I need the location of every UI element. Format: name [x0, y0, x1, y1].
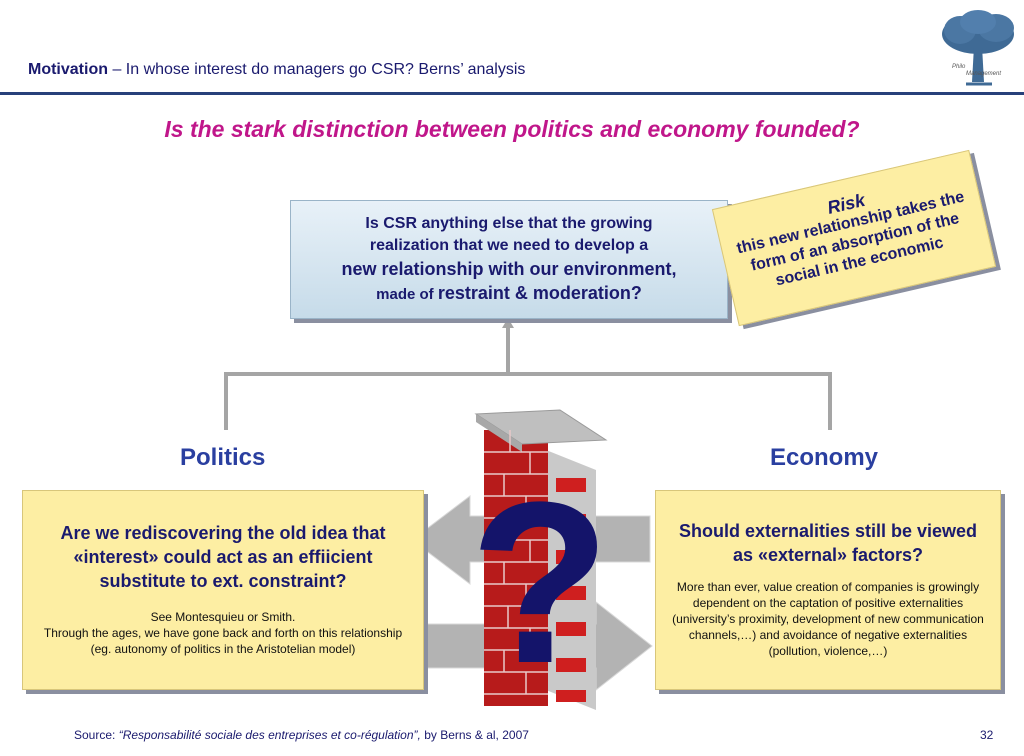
- csr-line-1: Is CSR anything else that the growing: [365, 215, 653, 232]
- source-suffix: by Berns & al, 2007: [420, 728, 529, 742]
- politics-question: Are we rediscovering the old idea that «…: [60, 523, 386, 591]
- left-arrow-icon: [411, 494, 651, 586]
- csr-line-4: made of restraint & moderation?: [291, 281, 727, 307]
- title-rest: – In whose interest do managers go CSR? …: [108, 61, 526, 78]
- csr-line-2: realization that we need to develop a: [369, 237, 649, 254]
- source-title: “Responsabilité sociale des entreprises …: [118, 728, 421, 742]
- csr-line-3: new relationship with our environment,: [341, 259, 677, 279]
- source-prefix: Source:: [74, 728, 119, 742]
- slide-title: Motivation – In whose interest do manage…: [28, 61, 525, 79]
- brick-wall-icon: [474, 409, 608, 710]
- question-mark-icon: ?: [470, 454, 611, 711]
- politics-box: Are we rediscovering the old idea that «…: [22, 490, 424, 690]
- logo-wordmark: Philo Management: [952, 64, 1001, 78]
- economy-question: Should externalities still be viewed as …: [678, 521, 978, 565]
- economy-label: Economy: [770, 444, 879, 471]
- connector-lines: [224, 318, 832, 430]
- tree-logo-icon: [936, 6, 1020, 92]
- csr-question-box: Is CSR anything else that the growing re…: [290, 200, 728, 319]
- right-arrow-icon: [425, 600, 653, 692]
- economy-box: Should externalities still be viewed as …: [655, 490, 1001, 690]
- logo-text-philo: Philo: [952, 64, 966, 70]
- politics-label: Politics: [180, 444, 266, 471]
- source-citation: Source: “Responsabilité sociale des entr…: [74, 728, 529, 742]
- title-bold: Motivation: [28, 61, 108, 78]
- politics-note-2: Through the ages, we have gone back and …: [43, 626, 403, 656]
- economy-note: More than ever, value creation of compan…: [672, 580, 984, 658]
- header-divider: [0, 92, 1024, 95]
- csr-line-4-small: made of: [376, 286, 438, 303]
- logo-text-management: Management: [966, 71, 1002, 77]
- main-question: Is the stark distinction between politic…: [164, 116, 860, 142]
- csr-line-4-big: restraint & moderation?: [437, 283, 642, 303]
- page-number: 32: [980, 728, 994, 742]
- risk-sticky-note: Risk this new relationship takes the for…: [711, 149, 997, 327]
- politics-note-1: See Montesquieu or Smith.: [150, 610, 296, 624]
